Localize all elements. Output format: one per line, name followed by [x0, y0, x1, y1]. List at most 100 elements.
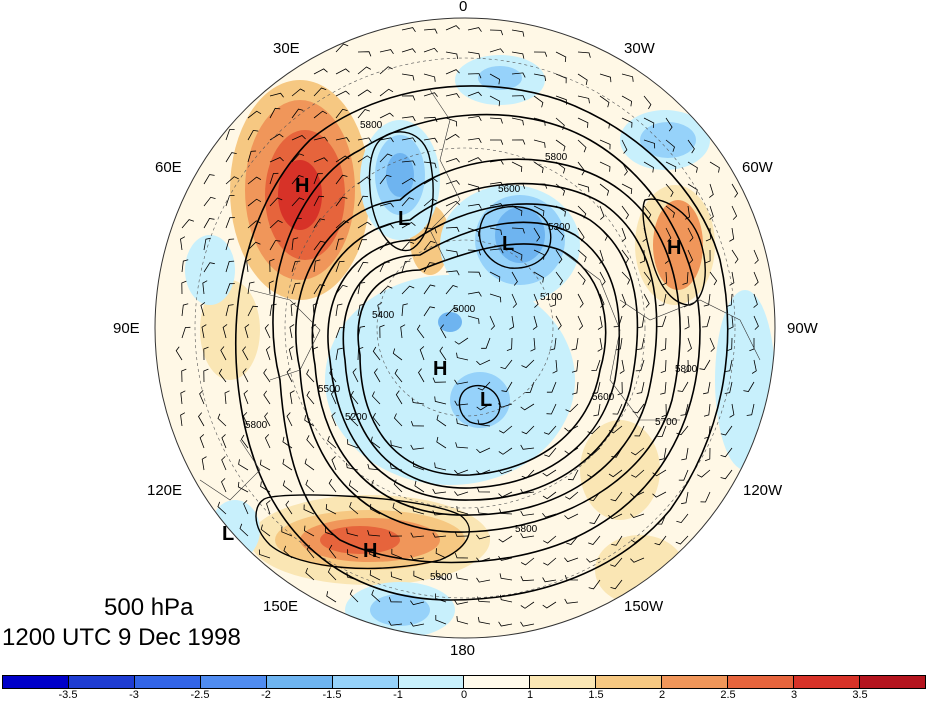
wind-barb — [432, 488, 447, 494]
wind-barb — [498, 555, 513, 561]
colorbar-swatch — [266, 676, 333, 688]
wind-barb — [610, 491, 623, 502]
wind-barb — [704, 447, 711, 462]
wind-barb — [203, 174, 215, 185]
contour-label: 5700 — [655, 417, 678, 428]
wind-barb — [467, 291, 482, 297]
wind-barb — [423, 137, 438, 143]
colorbar-tick-label: 2.5 — [720, 689, 736, 701]
anomaly-shading — [185, 55, 775, 638]
colorbar-swatch — [464, 676, 531, 688]
wind-barb — [643, 139, 656, 149]
wind-barb — [577, 183, 590, 193]
wind-barb — [477, 616, 491, 625]
wind-barb — [225, 129, 235, 141]
longitude-label-150w: 150W — [624, 598, 664, 615]
wind-barb — [435, 570, 447, 581]
wind-barb — [676, 513, 689, 524]
colorbar-tick-label: 1 — [526, 689, 534, 701]
wind-barb — [697, 469, 711, 478]
contour-label: 5800 — [360, 120, 383, 131]
wind-barb — [709, 271, 718, 286]
longitude-label-120e: 120E — [147, 482, 183, 499]
longitude-label-60e: 60E — [155, 159, 182, 176]
wind-barb — [533, 205, 545, 216]
colorbar-swatch — [332, 676, 399, 688]
wind-barb — [243, 500, 249, 515]
wind-barb — [388, 597, 403, 603]
wind-barb — [709, 183, 714, 198]
wind-barb — [753, 249, 759, 264]
longitude-label-90w: 90W — [787, 320, 818, 337]
wind-barb — [240, 434, 249, 449]
wind-barb — [269, 240, 281, 251]
wind-barb — [467, 91, 482, 97]
wind-barb — [357, 239, 367, 251]
wind-barb — [269, 157, 284, 163]
wind-barb — [286, 412, 293, 427]
wind-barb — [684, 315, 690, 330]
wind-barb — [434, 462, 447, 471]
map-boundary — [154, 17, 776, 639]
wind-barb — [357, 261, 369, 273]
wind-barb — [379, 324, 385, 339]
wind-barb — [701, 315, 711, 328]
wind-barb — [269, 92, 284, 98]
wind-barb — [379, 112, 394, 119]
wind-barb — [439, 346, 447, 361]
wind-barb — [511, 227, 525, 234]
wind-barb — [388, 531, 403, 537]
wind-barb — [681, 491, 689, 505]
wind-barb — [506, 337, 513, 351]
wind-barb — [555, 315, 562, 330]
wind-barb — [630, 557, 645, 563]
wind-barb — [577, 315, 584, 330]
wind-barb — [348, 480, 359, 493]
wind-barb — [401, 95, 416, 101]
wind-barb — [224, 390, 230, 405]
wind-barb — [511, 293, 517, 308]
wind-barb — [665, 139, 675, 152]
wind-barb — [599, 183, 610, 196]
wind-barb — [440, 324, 447, 339]
wind-barb — [654, 535, 667, 546]
wind-barb — [634, 425, 645, 437]
wind-barb — [258, 549, 271, 559]
wind-barb — [555, 249, 563, 264]
wind-barb — [423, 73, 436, 82]
wind-barb — [379, 202, 394, 208]
wind-barb — [455, 572, 469, 581]
wind-barb — [533, 51, 548, 57]
contour-labels: 5800 5600 5500 5300 5400 5700 5000 5100 … — [245, 120, 698, 583]
wind-barb — [225, 260, 235, 273]
wind-barb — [658, 293, 667, 306]
wind-barb — [350, 390, 359, 405]
wind-barb — [445, 270, 460, 276]
wind-barb — [599, 293, 605, 308]
wind-barb — [687, 249, 694, 264]
wind-barb — [489, 48, 504, 54]
wind-barb — [599, 73, 612, 83]
wind-barb — [552, 359, 558, 374]
wind-barb — [731, 205, 738, 220]
wind-barb — [665, 183, 674, 197]
wind-barb — [265, 346, 271, 361]
wind-barb — [577, 117, 589, 128]
wind-barb — [533, 249, 545, 260]
wind-barb — [678, 469, 689, 481]
wind-barb — [731, 249, 739, 264]
wind-barb — [391, 548, 403, 559]
colorbar-tick-label: 3 — [790, 689, 798, 701]
wind-barb — [619, 359, 625, 374]
wind-barb — [225, 217, 235, 229]
wind-barb — [501, 381, 513, 392]
wind-barb — [335, 68, 350, 75]
wind-barb — [357, 109, 370, 119]
wind-barb — [753, 315, 759, 330]
wind-barb — [682, 271, 689, 285]
wind-barb — [291, 108, 304, 119]
contour-label: 5800 — [515, 524, 538, 535]
wind-barb — [394, 368, 403, 383]
wind-barb — [555, 227, 565, 241]
wind-barb — [217, 413, 227, 427]
